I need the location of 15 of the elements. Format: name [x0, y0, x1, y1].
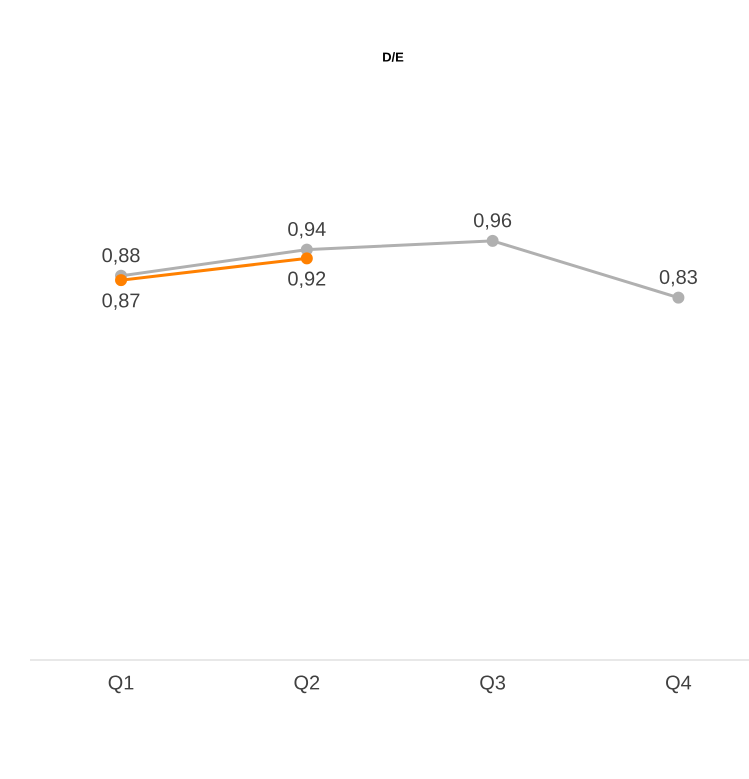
x-tick-label: Q3	[480, 676, 506, 694]
x-tick-label: Q1	[108, 676, 134, 694]
x-tick-label: Q4	[666, 676, 692, 694]
point	[300, 252, 313, 264]
point	[486, 234, 499, 247]
data-label: 0,88	[102, 248, 140, 265]
data-label: 0,87	[102, 293, 140, 310]
data-label: 0,96	[474, 213, 512, 230]
data-label: 0,83	[660, 270, 697, 286]
x-tick-label: Q2	[294, 676, 320, 694]
data-label: 0,92	[288, 272, 326, 288]
point	[672, 292, 684, 304]
chart-title: D/E	[383, 52, 404, 62]
point	[115, 274, 128, 286]
data-label: 0,94	[288, 222, 326, 238]
